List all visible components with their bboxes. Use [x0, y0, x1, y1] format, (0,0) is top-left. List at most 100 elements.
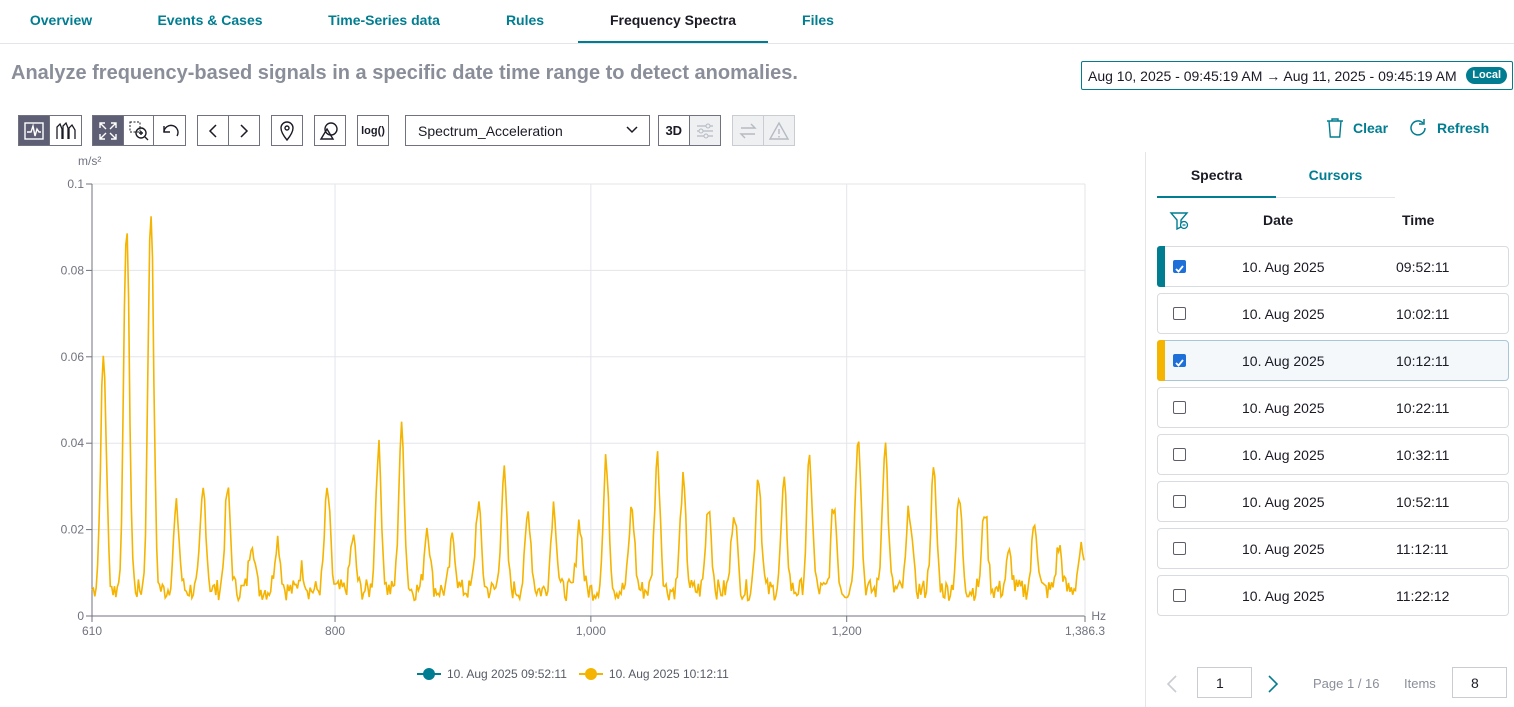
shapes-group	[314, 115, 346, 146]
row-checkbox[interactable]	[1173, 448, 1186, 461]
row-checkbox[interactable]	[1173, 354, 1186, 367]
refresh-label: Refresh	[1437, 120, 1490, 136]
refresh-button[interactable]: Refresh	[1407, 116, 1489, 140]
items-label: Items	[1404, 676, 1436, 691]
date-range-text: Aug 10, 2025 - 09:45:19 AM → Aug 11, 202…	[1088, 68, 1457, 84]
zoom-area-button[interactable]	[124, 116, 155, 145]
column-header-date[interactable]: Date	[1263, 212, 1294, 228]
three-d-settings-button[interactable]	[689, 116, 720, 145]
spectrum-type-select[interactable]: Spectrum_Acceleration	[405, 115, 650, 146]
filter-icon[interactable]	[1169, 210, 1191, 232]
sliders-icon	[696, 123, 713, 138]
shapes-button[interactable]	[315, 116, 345, 145]
chevron-right-icon[interactable]	[1267, 674, 1279, 694]
checkmark-icon	[1175, 265, 1184, 273]
location-pin-icon	[280, 120, 294, 141]
page-number-input[interactable]: 1	[1197, 667, 1252, 698]
legend-item[interactable]: 10. Aug 2025 09:52:11	[417, 667, 567, 681]
row-time: 09:52:11	[1396, 259, 1450, 275]
row-checkbox[interactable]	[1173, 495, 1186, 508]
table-row[interactable]: 10. Aug 2025 10:32:11	[1157, 434, 1509, 475]
y-axis-label: m/s²	[78, 154, 101, 168]
row-date: 10. Aug 2025	[1242, 259, 1325, 275]
warning-button[interactable]	[763, 116, 794, 145]
legend-label: 10. Aug 2025 09:52:11	[447, 667, 567, 681]
x-tick-label: 1,200	[832, 624, 862, 638]
tab-rules[interactable]: Rules	[505, 12, 545, 28]
row-date: 10. Aug 2025	[1242, 494, 1325, 510]
row-checkbox[interactable]	[1173, 260, 1186, 273]
table-row[interactable]: 10. Aug 2025 10:52:11	[1157, 481, 1509, 522]
zoom-fit-button[interactable]	[93, 116, 124, 145]
date-range-picker[interactable]: Aug 10, 2025 - 09:45:19 AM → Aug 11, 202…	[1081, 61, 1513, 90]
y-tick-label: 0.04	[61, 436, 85, 450]
row-time: 10:12:11	[1396, 353, 1450, 369]
legend-item[interactable]: 10. Aug 2025 10:12:11	[578, 667, 729, 681]
column-header-time[interactable]: Time	[1402, 212, 1435, 228]
previous-button[interactable]	[198, 116, 229, 145]
chevron-left-icon	[208, 123, 217, 138]
undo-zoom-button[interactable]	[154, 116, 185, 145]
spectrum-view-button[interactable]	[19, 116, 50, 145]
chevron-left-icon[interactable]	[1166, 674, 1178, 694]
row-time: 10:02:11	[1396, 306, 1450, 322]
row-time: 10:22:11	[1396, 400, 1450, 416]
spectrum-type-value: Spectrum_Acceleration	[418, 123, 563, 139]
chevron-down-icon	[626, 126, 638, 134]
chevron-right-icon	[240, 123, 248, 138]
row-time: 10:32:11	[1396, 447, 1450, 463]
items-per-page-input[interactable]: 8	[1452, 667, 1507, 698]
warning-icon	[768, 121, 789, 140]
page-number-value: 1	[1216, 675, 1224, 691]
clear-button[interactable]: Clear	[1325, 116, 1388, 140]
table-row[interactable]: 10. Aug 2025 09:52:11	[1157, 246, 1509, 287]
row-checkbox[interactable]	[1173, 401, 1186, 414]
legend-swatch	[417, 668, 441, 680]
trash-icon	[1327, 118, 1343, 138]
tab-overview[interactable]: Overview	[29, 12, 93, 28]
zoom-group	[92, 115, 186, 146]
row-time: 11:22:12	[1396, 588, 1450, 604]
x-tick-label: 1,000	[576, 624, 606, 638]
three-d-label: 3D	[665, 123, 683, 138]
table-row[interactable]: 10. Aug 2025 10:22:11	[1157, 387, 1509, 428]
tab-frequency-spectra[interactable]: Frequency Spectra	[578, 0, 768, 43]
marker-button[interactable]	[272, 116, 302, 145]
items-per-page-value: 8	[1471, 675, 1479, 691]
log-scale-button[interactable]: log()	[358, 116, 388, 145]
table-row[interactable]: 10. Aug 2025 11:22:12	[1157, 575, 1509, 616]
y-tick-label: 0.02	[61, 523, 85, 537]
undo-icon	[162, 124, 179, 136]
tab-time-series[interactable]: Time-Series data	[328, 12, 440, 28]
expand-icon	[99, 121, 117, 140]
row-checkbox[interactable]	[1173, 589, 1186, 602]
row-checkbox[interactable]	[1173, 542, 1186, 555]
waterfall-view-button[interactable]	[50, 116, 81, 145]
date-range-from: Aug 10, 2025 - 09:45:19 AM	[1088, 68, 1263, 84]
spectra-panel: Spectra Cursors Date Time 10. Aug 2025 09…	[1145, 152, 1514, 707]
shapes-icon	[319, 121, 338, 140]
marker-group	[271, 115, 303, 146]
tab-cursors[interactable]: Cursors	[1276, 162, 1395, 198]
row-checkbox[interactable]	[1173, 307, 1186, 320]
table-row[interactable]: 10. Aug 2025 10:12:11	[1157, 340, 1509, 381]
series-color-bar	[1157, 340, 1165, 381]
table-row[interactable]: 10. Aug 2025 11:12:11	[1157, 528, 1509, 569]
row-date: 10. Aug 2025	[1242, 447, 1325, 463]
page-subtitle: Analyze frequency-based signals in a spe…	[11, 62, 798, 84]
log-group: log()	[357, 115, 389, 146]
tab-files[interactable]: Files	[802, 12, 834, 28]
view-mode-group	[18, 115, 82, 146]
x-tick-label: 1,386.3	[1065, 624, 1105, 638]
spectrum-chart[interactable]: 0 0.02 0.04 0.06 0.08 0.1 610 800 1,000 1,200 1,38…	[0, 150, 1130, 650]
series-line	[91, 216, 1085, 603]
three-d-button[interactable]: 3D	[659, 116, 690, 145]
table-row[interactable]: 10. Aug 2025 10:02:11	[1157, 293, 1509, 334]
tab-events-cases[interactable]: Events & Cases	[157, 12, 263, 28]
y-tick-label: 0	[77, 609, 84, 623]
swap-button[interactable]	[733, 116, 764, 145]
tab-spectra[interactable]: Spectra	[1157, 162, 1276, 198]
swap-icon	[739, 123, 757, 138]
spectrum-view-icon	[24, 121, 44, 140]
next-button[interactable]	[229, 116, 259, 145]
